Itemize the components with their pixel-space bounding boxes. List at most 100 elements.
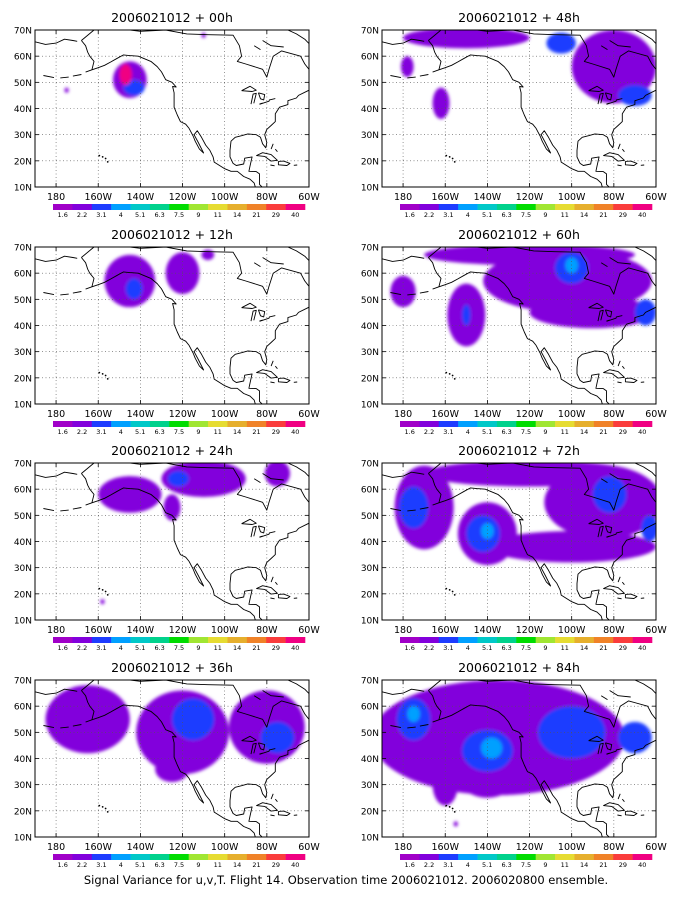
- colorbar-swatch: [111, 204, 131, 210]
- variance-contour: [571, 30, 656, 104]
- colorbar-label: 2.2: [424, 644, 434, 652]
- colorbar-swatch: [438, 637, 459, 643]
- colorbar-swatch: [169, 421, 189, 427]
- lon-label: 100W: [211, 625, 239, 636]
- coastlines: [382, 247, 656, 404]
- colorbar-swatch: [285, 854, 306, 860]
- colorbar-swatch: [632, 637, 653, 643]
- hawaii-island: [451, 157, 454, 160]
- lat-label: 50N: [361, 729, 379, 739]
- lon-label: 140W: [474, 409, 502, 420]
- colorbar-swatch: [516, 854, 536, 860]
- variance-contour: [98, 476, 162, 513]
- colorbar-label: 21: [599, 861, 607, 869]
- coastline-east: [428, 30, 656, 187]
- caribbean-islands: [270, 381, 275, 384]
- coastline-east: [81, 247, 309, 404]
- variance-shading: [390, 247, 656, 347]
- lon-label: 180: [394, 625, 412, 636]
- lat-label: 10N: [361, 834, 379, 844]
- lat-label: 30N: [361, 348, 379, 358]
- hawaii-island: [448, 806, 451, 808]
- variance-contour: [155, 755, 189, 783]
- great-lakes: [604, 92, 613, 101]
- hawaii-island: [106, 810, 109, 813]
- aleutian-islands: [407, 293, 416, 296]
- coastline-west: [432, 704, 619, 837]
- arctic-islands: [262, 690, 284, 698]
- colorbar-swatch: [535, 204, 556, 210]
- caribbean-islands: [270, 814, 275, 817]
- lat-label: 20N: [361, 157, 379, 167]
- colorbar-swatch: [149, 637, 170, 643]
- colorbar-swatch: [91, 204, 112, 210]
- lat-label: 40N: [361, 105, 379, 115]
- great-lakes: [597, 525, 604, 538]
- arctic-islands: [609, 473, 631, 481]
- colorbar-label: 21: [599, 211, 607, 219]
- colorbar-swatch: [555, 637, 575, 643]
- lon-label: 60W: [298, 409, 320, 420]
- lon-label: 180: [394, 409, 412, 420]
- lon-label: 160W: [431, 625, 459, 636]
- lon-label: 80W: [603, 625, 625, 636]
- variance-contour: [45, 685, 130, 754]
- colorbar-label: 4: [466, 861, 470, 869]
- colorbar-swatch: [188, 637, 209, 643]
- map-panel: 2006021012 + 72h 70N 60N 50N 40N 30N 20N 10N 180…: [361, 443, 668, 652]
- colorbar-label: 4: [466, 428, 470, 436]
- colorbar-label: 2.2: [77, 428, 87, 436]
- gridlines: [35, 30, 309, 187]
- map-area: [35, 463, 309, 620]
- map-panel: 2006021012 + 24h 70N 60N 50N 40N 30N 20N 10N 180…: [14, 443, 321, 652]
- colorbar-swatch: [574, 854, 595, 860]
- colorbar-label: 7.5: [521, 211, 531, 219]
- coastline-east: [428, 680, 656, 837]
- variance-contour: [163, 494, 181, 521]
- lat-label: 40N: [361, 322, 379, 332]
- lon-label: 160W: [431, 409, 459, 420]
- lat-label: 20N: [361, 590, 379, 600]
- aleutian-islands: [419, 507, 429, 510]
- hawaii-island: [445, 804, 448, 807]
- colorbar-label: 5.1: [482, 861, 492, 869]
- caribbean-islands: [270, 143, 274, 150]
- colorbar-label: 11: [561, 211, 569, 219]
- caribbean-islands: [617, 143, 621, 150]
- caribbean-islands: [256, 369, 278, 379]
- lat-label: 70N: [361, 460, 379, 470]
- hawaii-island: [101, 156, 104, 158]
- hawaii-island: [453, 160, 456, 163]
- variance-shading: [400, 30, 656, 119]
- coastlines: [382, 680, 656, 837]
- lon-label: 120W: [169, 409, 197, 420]
- hawaii-island: [104, 374, 107, 377]
- great-lakes: [588, 302, 604, 309]
- great-lakes: [241, 85, 257, 92]
- coastline-siberia: [35, 38, 78, 45]
- great-lakes: [257, 309, 266, 318]
- aleutian-islands: [390, 75, 402, 79]
- colorbar-swatch: [613, 854, 633, 860]
- caribbean-islands: [277, 160, 291, 166]
- colorbar-label: 3.1: [443, 211, 453, 219]
- caribbean-islands: [617, 793, 621, 800]
- colorbar-label: 2.2: [77, 644, 87, 652]
- lat-label: 40N: [14, 105, 32, 115]
- aleutian-islands: [419, 291, 429, 294]
- caribbean-islands: [270, 597, 275, 600]
- lon-label: 180: [47, 192, 65, 203]
- colorbar-swatch: [169, 204, 189, 210]
- lon-label: 60W: [645, 409, 667, 420]
- colorbar-label: 14: [233, 644, 241, 652]
- colorbar-label: 14: [233, 428, 241, 436]
- variance-contour: [481, 737, 503, 759]
- colorbar-label: 9: [543, 428, 547, 436]
- colorbar-label: 6.3: [154, 428, 164, 436]
- lat-label: 60N: [14, 270, 32, 280]
- lat-label: 50N: [14, 729, 32, 739]
- lat-label: 70N: [14, 244, 32, 254]
- lon-label: 140W: [127, 842, 155, 853]
- lon-label: 60W: [298, 625, 320, 636]
- colorbar-swatch: [266, 421, 286, 427]
